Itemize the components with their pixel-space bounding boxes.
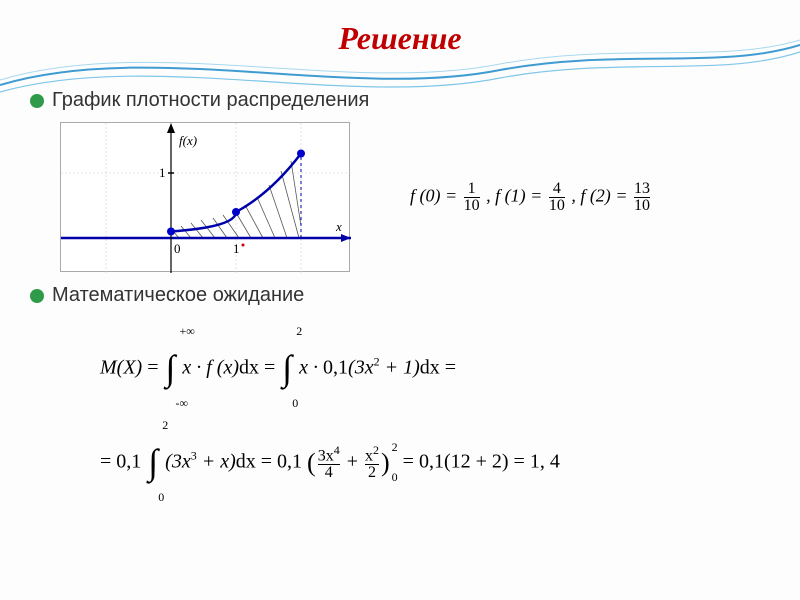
fv1-label: f (1) (495, 185, 526, 205)
fv0-label: f (0) (410, 185, 441, 205)
bullet-dot-icon (30, 94, 44, 108)
bullet-graph-text: График плотности распределения (52, 89, 369, 112)
slide-title: Решение (0, 0, 800, 57)
function-values: f (0) = 110 , f (1) = 410 , f (2) = 1310 (410, 181, 652, 214)
fv2-label: f (2) (580, 185, 611, 205)
axis-tick-0: 0 (174, 241, 181, 256)
axis-tick-1: 1 (233, 241, 240, 256)
bullet-expectation-text: Математическое ожидание (52, 284, 304, 307)
bullet-dot-icon (30, 289, 44, 303)
svg-text:1: 1 (159, 165, 166, 180)
density-chart: f(x) 1 0 1 x (60, 122, 350, 272)
axis-label-x: x (335, 219, 342, 234)
expectation-formula: M(X) = ∫+∞-∞ x · f (x)dx = ∫20 x · 0,1(3… (100, 322, 770, 509)
axis-label-y: f(x) (179, 133, 197, 148)
bullet-expectation: Математическое ожидание (30, 284, 770, 307)
bullet-graph: График плотности распределения (30, 89, 770, 112)
